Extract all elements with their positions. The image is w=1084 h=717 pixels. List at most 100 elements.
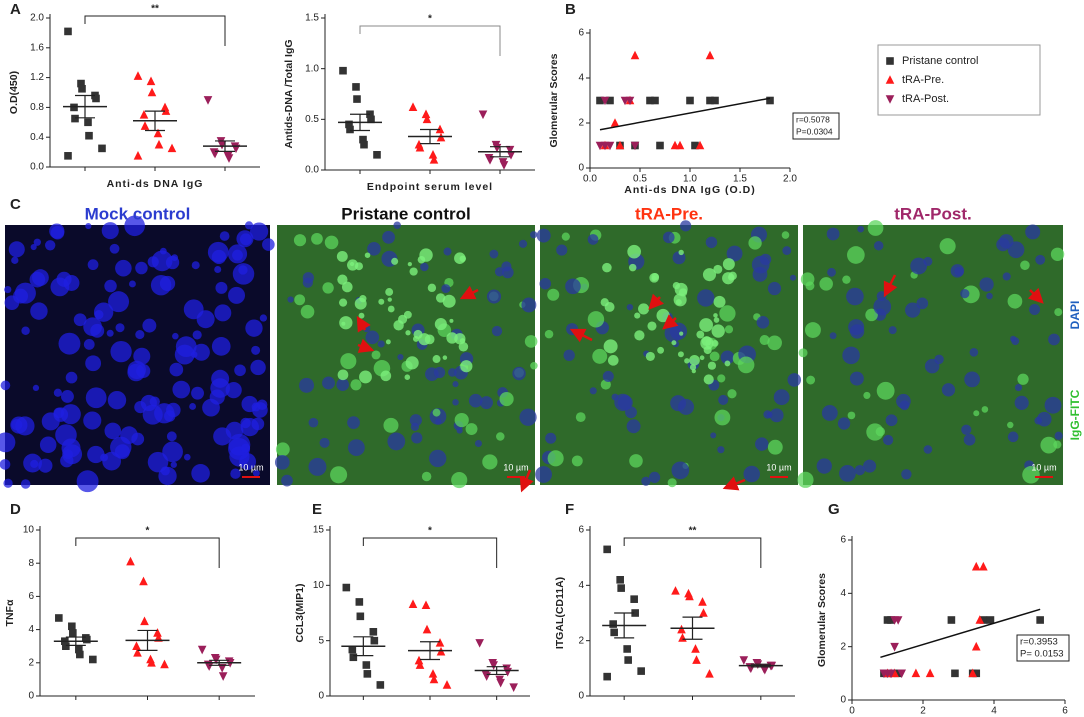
cell: [847, 411, 856, 420]
igg-deposit: [404, 374, 411, 380]
data-point: [408, 599, 418, 608]
y-tick-label: 1.2: [30, 72, 44, 83]
cell: [451, 471, 468, 489]
cell: [865, 308, 878, 322]
data-point: [362, 661, 371, 669]
cell: [896, 393, 911, 409]
cell: [544, 329, 554, 339]
cell: [256, 399, 268, 411]
y-tick-label: 1.0: [305, 63, 319, 74]
igg-deposit: [600, 298, 609, 307]
igg-deposit: [602, 262, 612, 273]
significance-label: *: [146, 526, 150, 537]
data-point: [224, 154, 234, 163]
panel-label: C: [10, 196, 21, 213]
cell: [32, 384, 40, 392]
cell: [941, 383, 956, 397]
igg-deposit: [442, 294, 456, 308]
cell: [101, 222, 119, 240]
cell: [429, 449, 447, 468]
cell: [641, 476, 651, 486]
data-point: [630, 141, 640, 151]
data-point: [624, 656, 632, 664]
cell: [90, 323, 105, 338]
cell: [191, 386, 204, 400]
image-title: tRA-Post.: [894, 204, 971, 223]
cell: [11, 256, 19, 264]
panel-label: D: [10, 501, 21, 518]
igg-deposit: [634, 312, 641, 319]
cell: [170, 461, 177, 468]
cell: [759, 334, 770, 346]
cell: [158, 466, 177, 486]
significance-label: *: [428, 14, 432, 25]
y-tick-label: 8: [28, 558, 34, 569]
data-point: [705, 50, 715, 60]
cell: [680, 220, 692, 232]
cell: [798, 348, 808, 358]
y-tick-label: 6: [578, 525, 584, 536]
data-point: [345, 120, 353, 129]
igg-deposit: [407, 261, 412, 267]
cell: [20, 479, 31, 489]
y-tick-label: 0.4: [30, 132, 44, 143]
cell: [963, 433, 976, 446]
error-bar: [682, 616, 703, 640]
cell: [876, 381, 895, 400]
y-tick-label: 6: [840, 535, 846, 546]
cell: [365, 330, 380, 345]
cell: [53, 388, 62, 397]
significance-label: **: [151, 4, 159, 15]
scale-bar-label: 10 µm: [503, 462, 528, 472]
cell: [382, 230, 395, 244]
data-point: [348, 645, 357, 654]
cell: [151, 250, 173, 272]
igg-deposit: [432, 355, 441, 364]
igg-deposit: [703, 345, 712, 355]
cell: [322, 282, 334, 294]
cell: [174, 344, 195, 365]
y-tick-label: 0: [578, 691, 584, 702]
cell: [149, 396, 160, 407]
data-point: [415, 142, 425, 152]
data-point: [606, 96, 614, 105]
scale-bar-label: 10 µm: [766, 462, 791, 472]
data-point: [160, 659, 169, 669]
igg-deposit: [677, 351, 684, 358]
cell: [377, 340, 385, 348]
cell: [244, 221, 254, 230]
data-point: [678, 633, 687, 642]
igg-deposit: [696, 330, 705, 339]
data-point: [617, 584, 625, 592]
cell: [240, 418, 259, 437]
igg-deposit: [385, 339, 391, 345]
data-point: [421, 600, 431, 610]
cell: [468, 393, 483, 408]
cell: [142, 318, 157, 333]
cell: [648, 471, 661, 484]
data-point: [894, 669, 902, 678]
cell: [474, 439, 482, 448]
igg-deposit: [645, 351, 655, 361]
cell: [234, 364, 246, 377]
igg-deposit: [707, 361, 717, 370]
cell: [83, 411, 102, 430]
data-point: [349, 653, 358, 662]
data-point: [760, 665, 770, 675]
igg-deposit: [691, 369, 696, 374]
igg-deposit: [405, 356, 419, 370]
error-bar: [353, 636, 374, 657]
data-point: [203, 96, 213, 105]
igg-deposit: [354, 297, 367, 310]
cell: [873, 297, 892, 316]
data-point: [428, 669, 438, 678]
data-point: [968, 668, 977, 678]
igg-deposit: [711, 339, 719, 347]
data-point: [686, 96, 694, 105]
igg-deposit: [458, 342, 469, 352]
data-point: [656, 141, 664, 150]
cell: [120, 426, 138, 444]
igg-deposit: [427, 283, 437, 293]
data-point: [197, 645, 207, 655]
